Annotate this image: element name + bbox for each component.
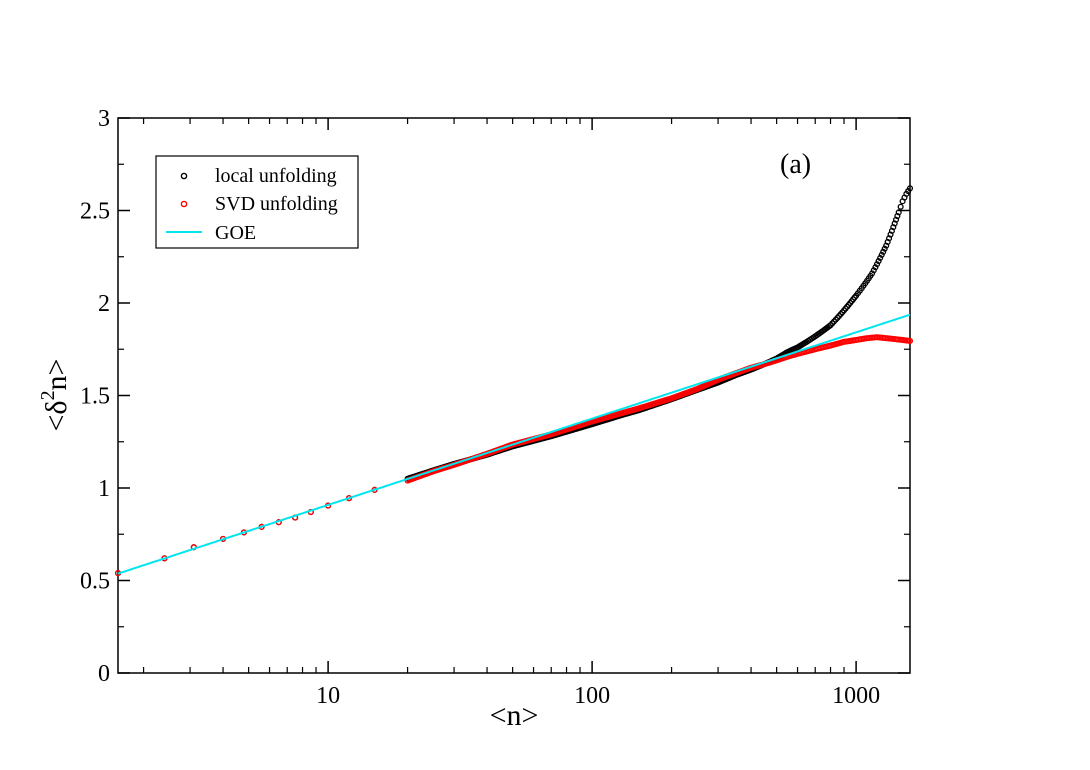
goe-curve xyxy=(117,313,911,575)
y-tick-label: 2.5 xyxy=(80,199,110,225)
panel-annotation: (a) xyxy=(780,149,811,180)
data-point xyxy=(880,248,887,255)
y-axis-label-rest: n> xyxy=(40,359,73,391)
series-layer xyxy=(114,185,914,577)
data-point xyxy=(881,245,888,252)
y-axis-label-base: <δ xyxy=(40,400,73,431)
data-point xyxy=(875,258,882,265)
data-point xyxy=(906,337,914,344)
data-point xyxy=(877,254,884,262)
y-tick-label: 0 xyxy=(98,661,110,687)
data-point xyxy=(870,267,877,274)
legend-label-svd: SVD unfolding xyxy=(215,193,338,215)
x-tick-label: 100 xyxy=(574,683,610,709)
data-point xyxy=(906,185,914,192)
y-tick-label: 1.5 xyxy=(80,384,110,410)
x-axis-label: <n> xyxy=(490,699,539,732)
y-tick-label: 1 xyxy=(98,476,110,502)
legend-label-goe: GOE xyxy=(215,222,256,244)
y-tick-label: 0.5 xyxy=(80,569,110,595)
x-tick-label: 1000 xyxy=(832,683,880,709)
y-tick-label: 3 xyxy=(98,106,110,132)
x-tick-label: 10 xyxy=(316,683,340,709)
data-point xyxy=(872,264,879,271)
legend: local unfolding SVD unfolding GOE xyxy=(155,155,359,249)
series-1 xyxy=(114,334,914,577)
data-point xyxy=(895,209,902,216)
axis-ticks xyxy=(118,117,910,674)
data-point xyxy=(897,203,904,210)
legend-label-local: local unfolding xyxy=(215,165,337,187)
data-point xyxy=(878,251,885,258)
data-point xyxy=(873,261,881,268)
data-point xyxy=(869,270,876,277)
y-tick-label: 2 xyxy=(98,291,110,317)
y-axis-label: <δ2n> xyxy=(37,359,73,432)
y-axis-label-sup: 2 xyxy=(37,390,59,400)
legend-marker-svd xyxy=(180,200,188,208)
tick-labels: 10 100 1000 0 0.5 1 1.5 2 2.5 3 xyxy=(80,106,880,709)
legend-marker-local xyxy=(180,172,188,180)
